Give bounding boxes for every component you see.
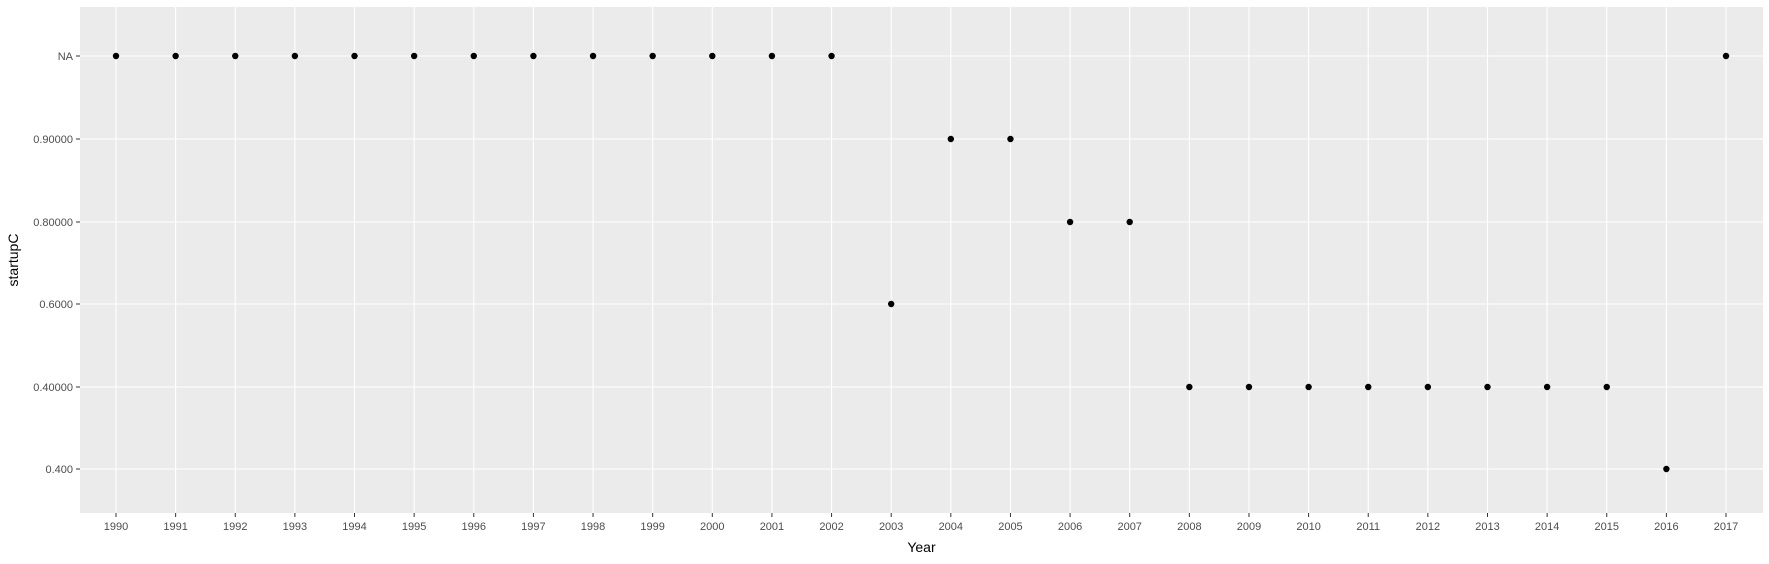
x-tick-label: 1996: [462, 521, 486, 533]
y-tick-label: 0.90000: [33, 134, 73, 146]
x-tick-label: 1994: [342, 521, 366, 533]
data-point: [709, 52, 716, 60]
x-tick-label: 1997: [521, 521, 545, 533]
x-tick-label: 2002: [819, 521, 843, 533]
x-tick-label: 2013: [1475, 521, 1499, 533]
data-point: [649, 52, 656, 60]
data-point: [1603, 383, 1610, 391]
y-tick-label: 0.80000: [33, 217, 73, 229]
data-point: [1663, 465, 1670, 473]
data-point: [887, 300, 895, 308]
x-tick-label: 1992: [223, 521, 247, 533]
data-point: [589, 52, 597, 60]
y-tick-label: 0.400: [45, 464, 73, 476]
data-point: [1365, 383, 1372, 391]
y-gridlines: [80, 55, 1763, 470]
x-tick-label: 1999: [640, 521, 664, 533]
data-point: [1424, 383, 1432, 391]
x-tick-label: 2010: [1296, 521, 1320, 533]
data-point: [470, 52, 477, 60]
data-point: [828, 52, 835, 60]
panel-background: [80, 7, 1763, 513]
data-point: [1305, 383, 1312, 391]
y-axis-ticks: 0.400 0.40000 0.6000 0.80000 0.90000 NA: [33, 51, 80, 476]
x-tick-label: 2012: [1416, 521, 1440, 533]
y-tick-label: NA: [58, 51, 74, 63]
x-tick-label: 2003: [879, 521, 903, 533]
data-point: [112, 52, 120, 60]
x-tick-label: 2014: [1535, 521, 1559, 533]
x-tick-label: 2011: [1356, 521, 1380, 533]
x-tick-label: 2001: [760, 521, 784, 533]
y-axis-title: startupC: [5, 234, 21, 287]
x-tick-label: 1990: [104, 521, 128, 533]
data-points: [112, 52, 1730, 473]
x-tick-label: 2015: [1595, 521, 1619, 533]
data-point: [232, 52, 239, 60]
x-tick-label: 2000: [700, 521, 724, 533]
data-point: [1245, 383, 1253, 391]
x-tick-label: 1995: [402, 521, 426, 533]
data-point: [1543, 383, 1551, 391]
x-tick-label: 2004: [939, 521, 963, 533]
data-point: [768, 52, 776, 60]
x-tick-label: 2005: [998, 521, 1022, 533]
data-point: [1007, 135, 1014, 143]
x-tick-label: 1993: [283, 521, 307, 533]
x-tick-label: 2006: [1058, 521, 1082, 533]
y-tick-label: 0.6000: [39, 299, 73, 311]
x-tick-label: 2016: [1654, 521, 1678, 533]
x-tick-label: 2007: [1117, 521, 1141, 533]
x-axis-title: Year: [907, 539, 936, 555]
data-point: [1484, 383, 1491, 391]
x-tick-label: 2008: [1177, 521, 1201, 533]
data-point: [1186, 383, 1193, 391]
data-point: [172, 52, 179, 60]
x-gridlines: [115, 7, 1727, 513]
data-point: [1066, 218, 1074, 226]
x-tick-label: 1998: [581, 521, 605, 533]
data-point: [291, 52, 299, 60]
y-tick-label: 0.40000: [33, 382, 73, 394]
x-tick-label: 2009: [1237, 521, 1261, 533]
x-tick-label: 1991: [163, 521, 187, 533]
data-point: [530, 52, 537, 60]
data-point: [351, 52, 358, 60]
x-axis-ticks: 1990 1991 1992 1993 1994 1995 1996 1997 1998 1999…: [104, 513, 1738, 533]
data-point: [1722, 52, 1730, 60]
data-point: [410, 52, 418, 60]
data-point: [947, 135, 955, 143]
x-tick-label: 2017: [1714, 521, 1738, 533]
data-point: [1126, 218, 1133, 226]
